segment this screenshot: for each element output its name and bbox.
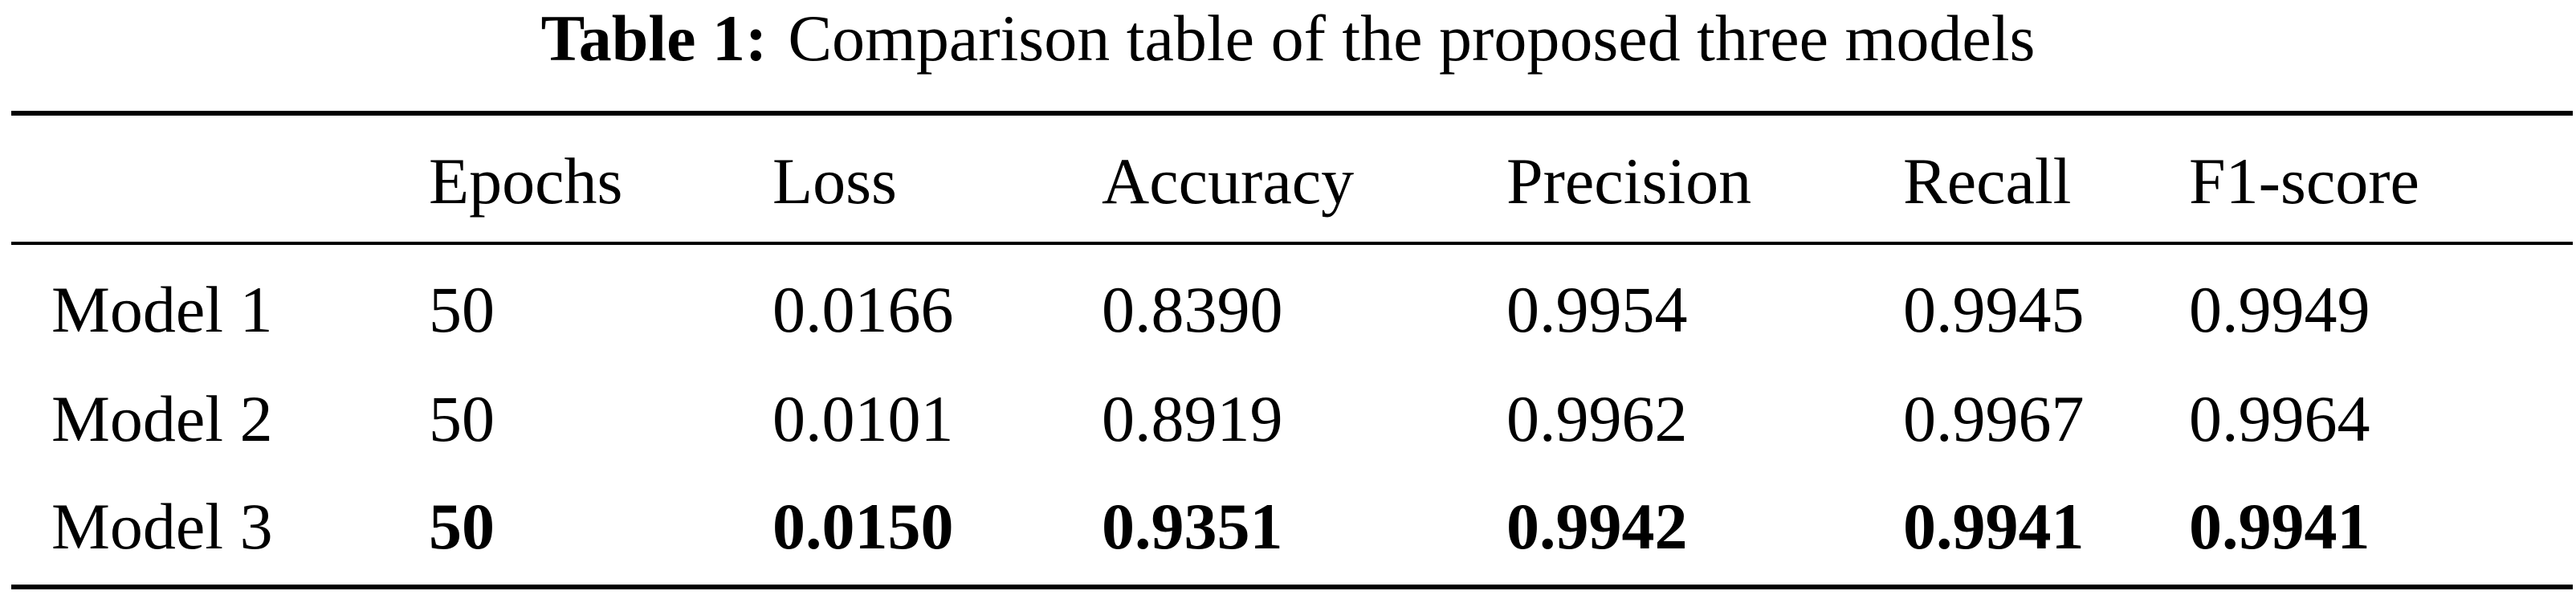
cell-f1-score: 0.9941: [2189, 490, 2370, 563]
cell-epochs: 50: [429, 490, 495, 563]
caption-text: Comparison table of the proposed three m…: [788, 2, 2036, 75]
cell-loss: 0.0166: [772, 273, 954, 346]
table-caption: Table 1: Comparison table of the proposed…: [0, 0, 2576, 95]
table-header-row: Epochs Loss Accuracy Precision Recall F1…: [0, 133, 2576, 230]
cell-loss: 0.0150: [772, 490, 954, 563]
header-rule: [11, 242, 2573, 245]
cell-recall: 0.9945: [1903, 273, 2085, 346]
header-cell-f1-score: F1-score: [2189, 145, 2419, 218]
cell-epochs: 50: [429, 382, 495, 455]
cell-recall: 0.9967: [1903, 382, 2085, 455]
table-row-model-3: Model 3 50 0.0150 0.9351 0.9942 0.9941 0…: [0, 479, 2576, 575]
cell-precision: 0.9962: [1506, 382, 1688, 455]
table-row-model-2: Model 2 50 0.0101 0.8919 0.9962 0.9967 0…: [0, 371, 2576, 467]
header-cell-precision: Precision: [1506, 145, 1752, 218]
cell-recall: 0.9941: [1903, 490, 2085, 563]
header-cell-recall: Recall: [1903, 145, 2072, 218]
cell-precision: 0.9942: [1506, 490, 1688, 563]
row-label: Model 3: [51, 490, 273, 563]
cell-f1-score: 0.9949: [2189, 273, 2370, 346]
cell-accuracy: 0.9351: [1102, 490, 1283, 563]
bottom-rule: [11, 585, 2573, 589]
cell-epochs: 50: [429, 273, 495, 346]
header-cell-epochs: Epochs: [429, 145, 623, 218]
caption-label: Table 1:: [540, 2, 768, 75]
top-rule: [11, 111, 2573, 116]
cell-accuracy: 0.8390: [1102, 273, 1283, 346]
row-label: Model 1: [51, 273, 273, 346]
cell-precision: 0.9954: [1506, 273, 1688, 346]
row-label: Model 2: [51, 382, 273, 455]
table-row-model-1: Model 1 50 0.0166 0.8390 0.9954 0.9945 0…: [0, 262, 2576, 358]
cell-f1-score: 0.9964: [2189, 382, 2370, 455]
header-cell-accuracy: Accuracy: [1102, 145, 1355, 218]
header-cell-loss: Loss: [772, 145, 897, 218]
cell-accuracy: 0.8919: [1102, 382, 1283, 455]
cell-loss: 0.0101: [772, 382, 954, 455]
